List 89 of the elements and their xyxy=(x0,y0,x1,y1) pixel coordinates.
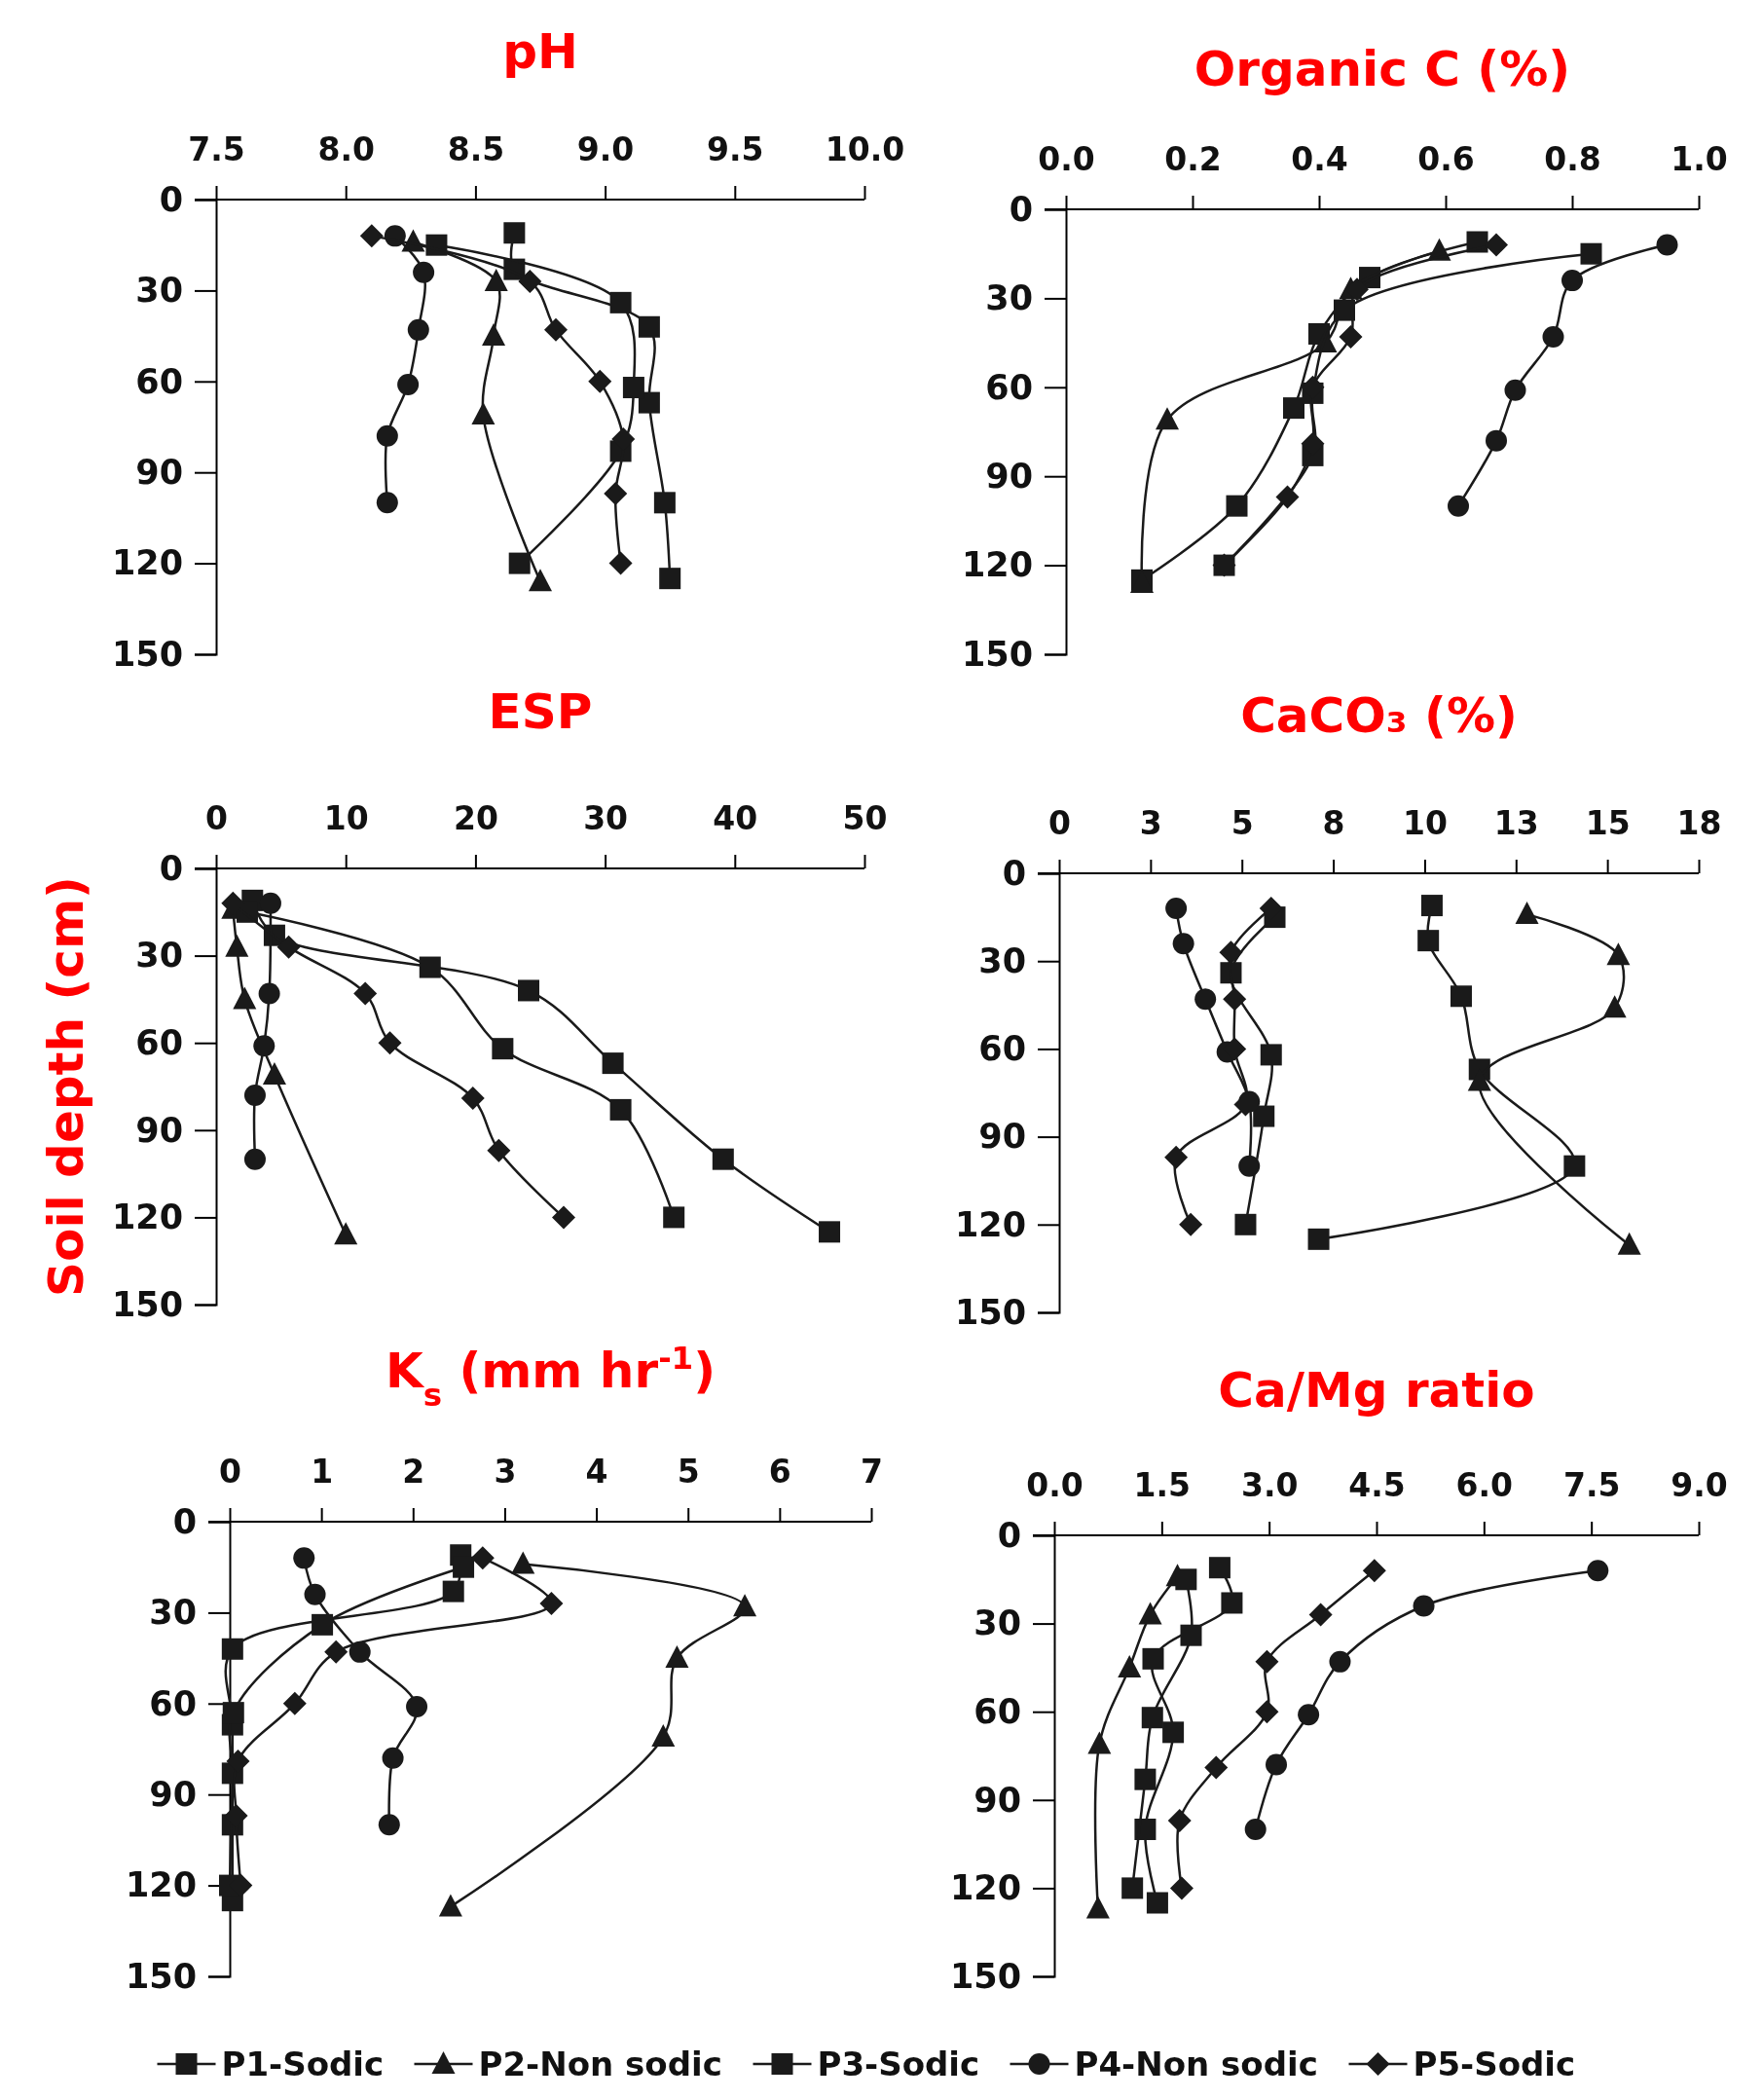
x-tick-label: 3 xyxy=(494,1453,517,1491)
y-tick-label: 60 xyxy=(135,361,183,401)
x-tick-label: 6 xyxy=(768,1453,791,1491)
x-tick-label: 5 xyxy=(677,1453,700,1491)
chart-title: pH xyxy=(502,23,578,80)
x-tick-label: 40 xyxy=(713,799,758,837)
x-tick-label: 0.0 xyxy=(1026,1466,1084,1504)
y-tick-label: 30 xyxy=(149,1593,197,1633)
x-tick-label: 18 xyxy=(1676,804,1722,842)
y-tick-label: 150 xyxy=(949,1956,1021,1996)
y-tick-label: 0 xyxy=(997,1515,1021,1555)
x-tick-label: 0.4 xyxy=(1291,140,1348,178)
legend-label: P3-Sodic xyxy=(817,2045,980,2083)
x-tick-label: 2 xyxy=(402,1453,425,1491)
y-tick-label: 120 xyxy=(954,1204,1026,1244)
legend-label: P1-Sodic xyxy=(221,2045,385,2083)
y-tick-label: 150 xyxy=(954,1292,1026,1332)
x-tick-label: 9.0 xyxy=(1671,1466,1728,1504)
chart-title: ESP xyxy=(488,683,593,740)
x-tick-label: 7.5 xyxy=(188,130,245,168)
x-tick-label: 1.5 xyxy=(1133,1466,1192,1504)
chart-title: CaCO₃ (%) xyxy=(1240,687,1518,744)
y-tick-label: 60 xyxy=(149,1683,197,1723)
x-tick-label: 50 xyxy=(842,799,888,837)
y-tick-label: 30 xyxy=(135,271,183,311)
y-tick-label: 90 xyxy=(135,452,183,492)
y-tick-label: 0 xyxy=(159,179,183,219)
x-tick-label: 7.5 xyxy=(1562,1466,1621,1504)
x-tick-label: 9.5 xyxy=(707,130,764,168)
y-tick-label: 0 xyxy=(159,848,183,888)
x-tick-label: 10 xyxy=(1402,804,1448,842)
y-axis-title: Soil depth (cm) xyxy=(38,876,94,1297)
y-tick-label: 30 xyxy=(135,936,183,976)
x-tick-label: 0.8 xyxy=(1544,140,1601,178)
y-tick-label: 90 xyxy=(149,1774,197,1814)
y-tick-label: 0 xyxy=(1009,189,1033,229)
legend-label: P2-Non sodic xyxy=(478,2045,722,2083)
y-tick-label: 120 xyxy=(111,1197,183,1237)
y-tick-label: 120 xyxy=(125,1865,197,1905)
x-tick-label: 0.2 xyxy=(1164,140,1222,178)
y-tick-label: 0 xyxy=(1002,853,1026,893)
y-tick-label: 150 xyxy=(111,1284,183,1324)
y-tick-label: 150 xyxy=(125,1956,197,1996)
y-tick-label: 150 xyxy=(961,634,1033,674)
x-tick-label: 4 xyxy=(585,1453,608,1491)
x-tick-label: 0 xyxy=(205,799,228,837)
y-tick-label: 60 xyxy=(985,367,1033,407)
x-tick-label: 10 xyxy=(323,799,369,837)
y-tick-label: 0 xyxy=(172,1501,197,1541)
y-tick-label: 60 xyxy=(973,1691,1021,1731)
x-tick-label: 9.0 xyxy=(576,130,635,168)
x-tick-label: 8 xyxy=(1322,804,1345,842)
chart-title: Organic C (%) xyxy=(1194,41,1571,97)
y-tick-label: 90 xyxy=(985,456,1033,496)
y-tick-label: 150 xyxy=(111,634,183,674)
y-tick-label: 120 xyxy=(111,543,183,583)
y-tick-label: 120 xyxy=(961,545,1033,585)
x-tick-label: 8.0 xyxy=(317,130,375,168)
x-tick-label: 3.0 xyxy=(1240,1466,1299,1504)
y-tick-label: 60 xyxy=(135,1022,183,1062)
y-tick-label: 30 xyxy=(973,1603,1021,1643)
x-tick-label: 8.5 xyxy=(447,130,505,168)
legend-label: P4-Non sodic xyxy=(1074,2045,1318,2083)
y-tick-label: 30 xyxy=(978,940,1026,980)
x-tick-label: 0 xyxy=(219,1453,241,1491)
x-tick-label: 10.0 xyxy=(825,130,905,168)
x-tick-label: 30 xyxy=(583,799,629,837)
x-tick-label: 0.6 xyxy=(1417,140,1475,178)
x-tick-label: 3 xyxy=(1139,804,1162,842)
y-tick-label: 90 xyxy=(135,1110,183,1150)
x-tick-label: 6.0 xyxy=(1455,1466,1514,1504)
x-tick-label: 15 xyxy=(1585,804,1631,842)
x-tick-label: 7 xyxy=(861,1453,883,1491)
x-tick-label: 0.0 xyxy=(1038,140,1095,178)
x-tick-label: 5 xyxy=(1230,804,1254,842)
legend-label: P5-Sodic xyxy=(1413,2045,1576,2083)
y-tick-label: 90 xyxy=(973,1780,1021,1820)
x-tick-label: 1.0 xyxy=(1671,140,1728,178)
y-tick-label: 120 xyxy=(949,1868,1021,1908)
chart-title: Ca/Mg ratio xyxy=(1218,1362,1535,1418)
x-tick-label: 1 xyxy=(311,1453,334,1491)
y-tick-label: 30 xyxy=(985,278,1033,318)
x-tick-label: 13 xyxy=(1493,804,1539,842)
x-tick-label: 0 xyxy=(1048,804,1071,842)
y-tick-label: 90 xyxy=(978,1117,1026,1157)
x-tick-label: 4.5 xyxy=(1348,1466,1406,1504)
chart-title: K$_{s}$ (mm hr$^{-1}$) xyxy=(385,1340,716,1414)
y-tick-label: 60 xyxy=(978,1029,1026,1069)
x-tick-label: 20 xyxy=(453,799,498,837)
